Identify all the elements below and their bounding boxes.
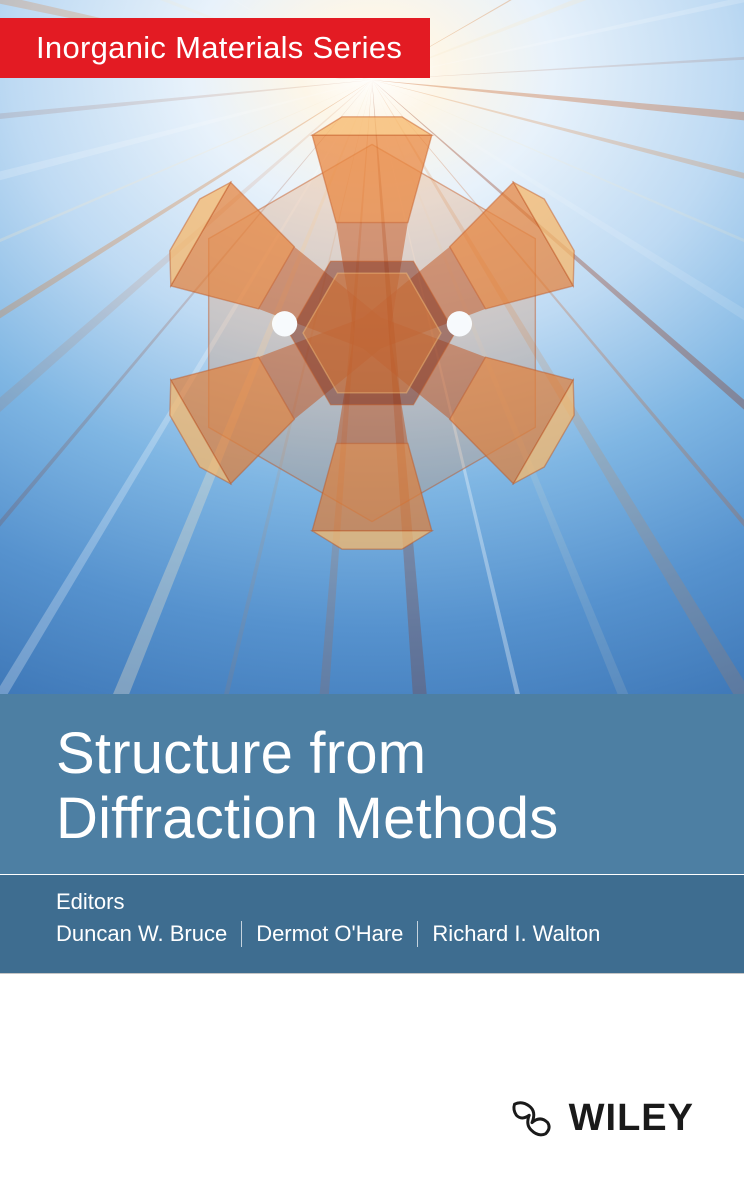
series-banner: Inorganic Materials Series <box>0 18 430 78</box>
footer-divider <box>0 973 744 974</box>
publisher-name: WILEY <box>569 1097 694 1140</box>
book-title: Structure from Diffraction Methods <box>56 722 704 852</box>
editor-name: Dermot O'Hare <box>256 921 403 947</box>
divider-vertical <box>417 921 418 947</box>
wiley-logo-icon <box>509 1095 555 1141</box>
title-block: Structure from Diffraction Methods <box>0 694 744 874</box>
title-line-1: Structure from <box>56 721 426 786</box>
editors-names: Duncan W. Bruce Dermot O'Hare Richard I.… <box>56 921 704 947</box>
book-cover: Inorganic Materials Series Structure fro… <box>0 0 744 1183</box>
editors-block: Editors Duncan W. Bruce Dermot O'Hare Ri… <box>0 875 744 973</box>
divider-vertical <box>241 921 242 947</box>
series-label: Inorganic Materials Series <box>36 30 402 65</box>
editor-name: Richard I. Walton <box>432 921 600 947</box>
publisher: WILEY <box>509 1095 694 1141</box>
footer: WILEY <box>0 973 744 1183</box>
editor-name: Duncan W. Bruce <box>56 921 227 947</box>
lower-panel: Structure from Diffraction Methods Edito… <box>0 694 744 1183</box>
editors-label: Editors <box>56 889 704 915</box>
title-line-2: Diffraction Methods <box>56 786 558 851</box>
crystal-structure-icon <box>142 103 602 563</box>
cover-art-region: Inorganic Materials Series <box>0 0 744 694</box>
